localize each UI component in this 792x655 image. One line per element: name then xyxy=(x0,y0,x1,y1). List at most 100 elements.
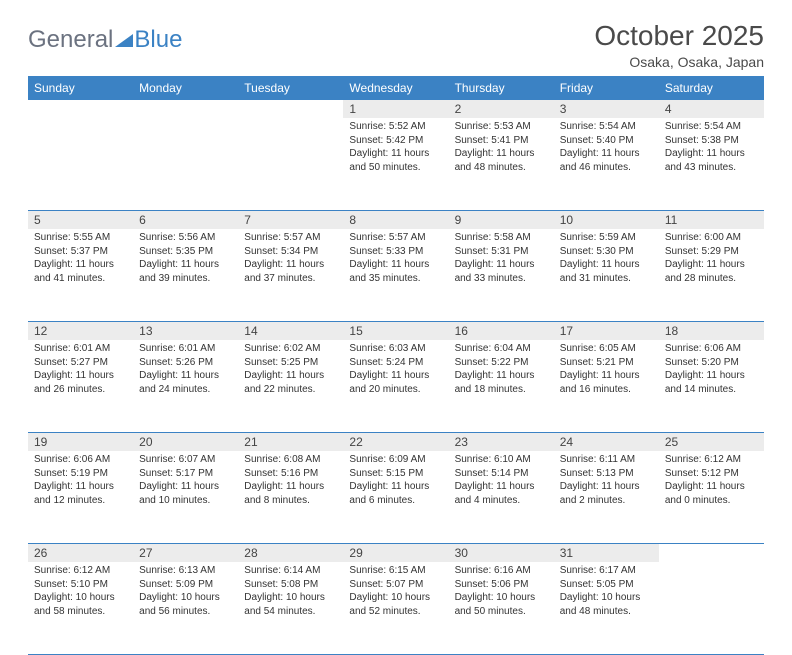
sunset-text: Sunset: 5:15 PM xyxy=(349,467,442,481)
day-content-cell: Sunrise: 6:10 AMSunset: 5:14 PMDaylight:… xyxy=(449,451,554,544)
sunrise-text: Sunrise: 6:12 AM xyxy=(665,453,758,467)
day-number: 21 xyxy=(244,435,257,449)
sunrise-text: Sunrise: 5:54 AM xyxy=(665,120,758,134)
day-number: 29 xyxy=(349,546,362,560)
day-content-cell: Sunrise: 5:55 AMSunset: 5:37 PMDaylight:… xyxy=(28,229,133,322)
day-content-row: Sunrise: 5:55 AMSunset: 5:37 PMDaylight:… xyxy=(28,229,764,322)
day-content-row: Sunrise: 6:06 AMSunset: 5:19 PMDaylight:… xyxy=(28,451,764,544)
sunset-text: Sunset: 5:34 PM xyxy=(244,245,337,259)
day-number-cell: 16 xyxy=(449,322,554,341)
weekday-header: Friday xyxy=(554,76,659,100)
sunrise-text: Sunrise: 5:53 AM xyxy=(455,120,548,134)
day-number: 5 xyxy=(34,213,41,227)
day-content-cell: Sunrise: 6:07 AMSunset: 5:17 PMDaylight:… xyxy=(133,451,238,544)
day-content-cell: Sunrise: 6:09 AMSunset: 5:15 PMDaylight:… xyxy=(343,451,448,544)
day-content-cell: Sunrise: 6:17 AMSunset: 5:05 PMDaylight:… xyxy=(554,562,659,655)
daylight-text: and 16 minutes. xyxy=(560,383,653,397)
sunrise-text: Sunrise: 6:08 AM xyxy=(244,453,337,467)
sunset-text: Sunset: 5:27 PM xyxy=(34,356,127,370)
day-number: 31 xyxy=(560,546,573,560)
daylight-text: Daylight: 11 hours xyxy=(665,369,758,383)
location-text: Osaka, Osaka, Japan xyxy=(594,54,764,70)
daylight-text: Daylight: 11 hours xyxy=(349,147,442,161)
day-number: 27 xyxy=(139,546,152,560)
day-number-cell: 25 xyxy=(659,433,764,452)
sunrise-text: Sunrise: 5:56 AM xyxy=(139,231,232,245)
day-number-cell: 11 xyxy=(659,211,764,230)
day-number-cell: 6 xyxy=(133,211,238,230)
day-number-cell: 27 xyxy=(133,544,238,563)
sunset-text: Sunset: 5:12 PM xyxy=(665,467,758,481)
day-content-row: Sunrise: 6:01 AMSunset: 5:27 PMDaylight:… xyxy=(28,340,764,433)
day-content-cell xyxy=(238,118,343,211)
daylight-text: and 46 minutes. xyxy=(560,161,653,175)
brand-logo: GeneralBlue xyxy=(28,20,182,54)
day-content-cell: Sunrise: 6:12 AMSunset: 5:10 PMDaylight:… xyxy=(28,562,133,655)
day-content-cell: Sunrise: 6:02 AMSunset: 5:25 PMDaylight:… xyxy=(238,340,343,433)
sunrise-text: Sunrise: 6:06 AM xyxy=(665,342,758,356)
day-number-cell: 30 xyxy=(449,544,554,563)
day-number-row: 567891011 xyxy=(28,211,764,230)
daylight-text: Daylight: 11 hours xyxy=(139,369,232,383)
sunset-text: Sunset: 5:07 PM xyxy=(349,578,442,592)
daylight-text: Daylight: 11 hours xyxy=(349,480,442,494)
daylight-text: and 35 minutes. xyxy=(349,272,442,286)
day-number: 28 xyxy=(244,546,257,560)
sunrise-text: Sunrise: 6:05 AM xyxy=(560,342,653,356)
day-content-cell: Sunrise: 6:15 AMSunset: 5:07 PMDaylight:… xyxy=(343,562,448,655)
daylight-text: and 39 minutes. xyxy=(139,272,232,286)
daylight-text: and 37 minutes. xyxy=(244,272,337,286)
daylight-text: Daylight: 10 hours xyxy=(455,591,548,605)
daylight-text: Daylight: 11 hours xyxy=(34,369,127,383)
day-content-cell: Sunrise: 5:52 AMSunset: 5:42 PMDaylight:… xyxy=(343,118,448,211)
day-content-cell xyxy=(659,562,764,655)
weekday-header: Saturday xyxy=(659,76,764,100)
daylight-text: Daylight: 11 hours xyxy=(665,258,758,272)
sunset-text: Sunset: 5:17 PM xyxy=(139,467,232,481)
daylight-text: and 58 minutes. xyxy=(34,605,127,619)
sunset-text: Sunset: 5:41 PM xyxy=(455,134,548,148)
sunrise-text: Sunrise: 5:55 AM xyxy=(34,231,127,245)
day-number-cell: 29 xyxy=(343,544,448,563)
day-number: 1 xyxy=(349,102,356,116)
sunrise-text: Sunrise: 6:15 AM xyxy=(349,564,442,578)
day-number-cell: 15 xyxy=(343,322,448,341)
calendar-table: Sunday Monday Tuesday Wednesday Thursday… xyxy=(28,76,764,655)
title-block: October 2025 Osaka, Osaka, Japan xyxy=(594,20,764,70)
sunrise-text: Sunrise: 6:01 AM xyxy=(34,342,127,356)
sunset-text: Sunset: 5:20 PM xyxy=(665,356,758,370)
sunrise-text: Sunrise: 6:01 AM xyxy=(139,342,232,356)
sunrise-text: Sunrise: 6:17 AM xyxy=(560,564,653,578)
sunrise-text: Sunrise: 6:14 AM xyxy=(244,564,337,578)
day-content-cell xyxy=(28,118,133,211)
day-number: 14 xyxy=(244,324,257,338)
brand-triangle-icon xyxy=(115,26,133,54)
daylight-text: Daylight: 11 hours xyxy=(34,480,127,494)
day-number: 22 xyxy=(349,435,362,449)
sunrise-text: Sunrise: 6:04 AM xyxy=(455,342,548,356)
daylight-text: and 10 minutes. xyxy=(139,494,232,508)
day-number-cell xyxy=(28,100,133,118)
sunset-text: Sunset: 5:35 PM xyxy=(139,245,232,259)
sunset-text: Sunset: 5:40 PM xyxy=(560,134,653,148)
daylight-text: and 31 minutes. xyxy=(560,272,653,286)
day-content-cell: Sunrise: 6:12 AMSunset: 5:12 PMDaylight:… xyxy=(659,451,764,544)
day-number: 13 xyxy=(139,324,152,338)
day-content-cell: Sunrise: 6:06 AMSunset: 5:20 PMDaylight:… xyxy=(659,340,764,433)
day-number-cell xyxy=(133,100,238,118)
day-number: 7 xyxy=(244,213,251,227)
sunset-text: Sunset: 5:09 PM xyxy=(139,578,232,592)
sunrise-text: Sunrise: 6:07 AM xyxy=(139,453,232,467)
day-number-row: 12131415161718 xyxy=(28,322,764,341)
sunrise-text: Sunrise: 5:52 AM xyxy=(349,120,442,134)
sunset-text: Sunset: 5:29 PM xyxy=(665,245,758,259)
sunset-text: Sunset: 5:21 PM xyxy=(560,356,653,370)
day-content-cell: Sunrise: 6:01 AMSunset: 5:27 PMDaylight:… xyxy=(28,340,133,433)
sunset-text: Sunset: 5:06 PM xyxy=(455,578,548,592)
daylight-text: Daylight: 11 hours xyxy=(349,369,442,383)
sunset-text: Sunset: 5:25 PM xyxy=(244,356,337,370)
sunset-text: Sunset: 5:19 PM xyxy=(34,467,127,481)
day-content-row: Sunrise: 6:12 AMSunset: 5:10 PMDaylight:… xyxy=(28,562,764,655)
day-content-cell: Sunrise: 6:13 AMSunset: 5:09 PMDaylight:… xyxy=(133,562,238,655)
day-number-cell: 12 xyxy=(28,322,133,341)
